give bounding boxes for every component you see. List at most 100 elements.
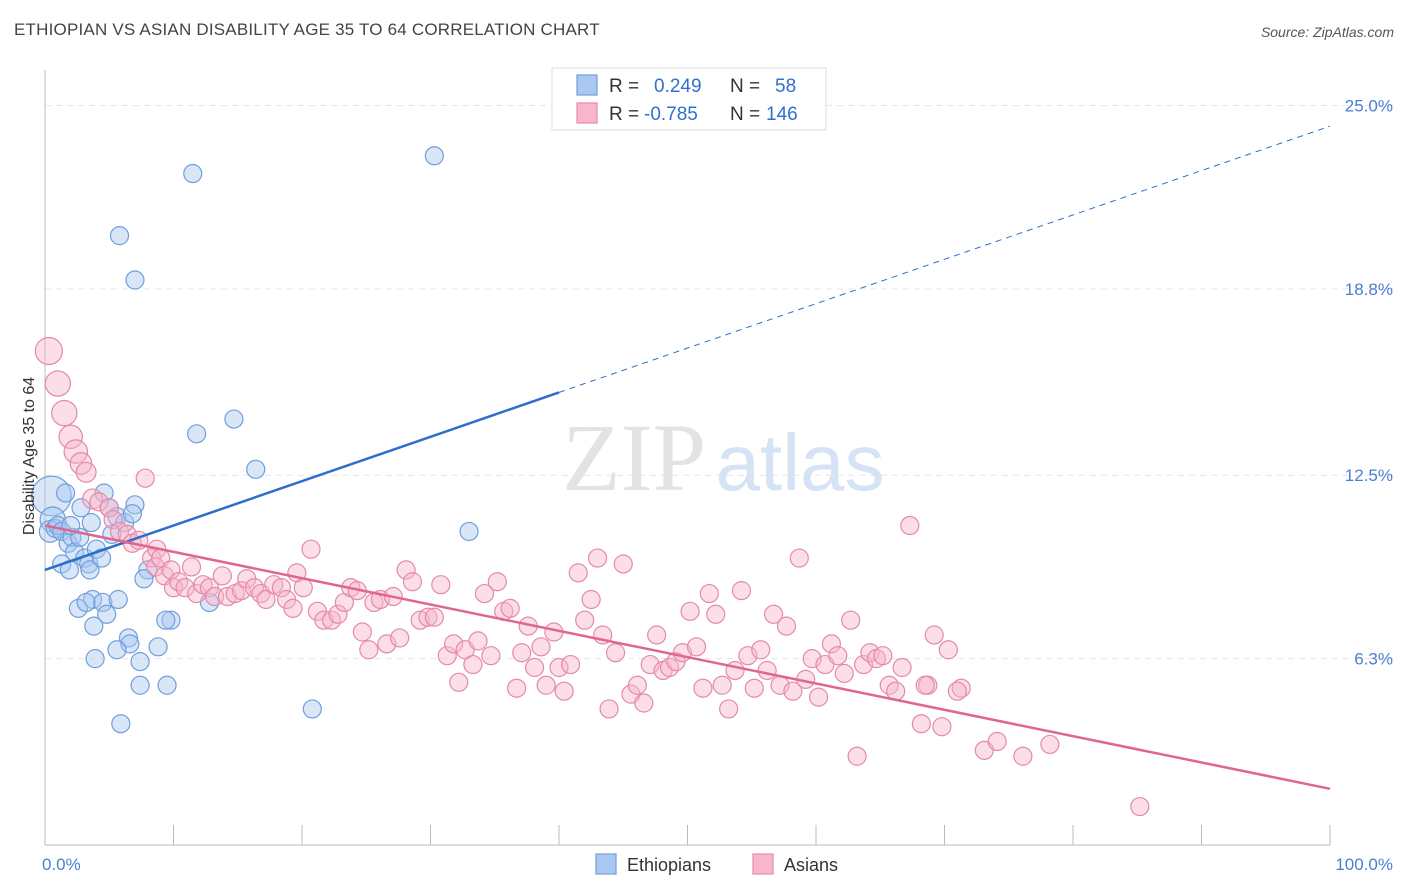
asian-point [731,581,752,601]
x-tick-label: 0.0% [42,855,81,874]
asian-point [776,616,797,636]
ethiopian-point [459,521,479,542]
ethiopian-point [64,542,85,562]
asian-point [680,601,700,621]
watermark-atlas: atlas [716,418,885,507]
legend-r-label: R = [609,104,639,125]
y-tick-label: 18.8% [1345,280,1393,299]
asian-point [828,646,848,666]
asian-point [1013,746,1033,766]
legend-n-value-ethiopians: 58 [775,76,796,97]
asian-point [437,646,457,666]
asian-point [744,678,764,698]
asian-point [396,560,416,580]
axes [44,70,1331,846]
ethiopian-point [55,483,76,503]
asian-point [613,554,633,574]
asian-point [58,424,83,450]
asian-point [1130,796,1150,817]
asian-point [900,515,920,536]
y-tick-label: 12.5% [1345,466,1393,485]
asian-point [264,575,284,595]
asian-point [924,625,944,645]
asian-point [359,640,379,660]
legend-n-label: N = [730,76,760,97]
ethiopian-point [134,569,154,589]
asian-point [757,660,777,681]
series-legend: Ethiopians Asians [595,853,838,875]
series-legend-ethiopians: Ethiopians [627,855,711,875]
asian-point [783,681,803,701]
ethiopian-point [302,699,322,719]
ethiopian-point [71,498,91,518]
legend-r-value-ethiopians: 0.249 [654,76,702,97]
asian-point [647,625,667,645]
asian-point [763,604,784,624]
asian-point [314,610,334,630]
asian-point [821,634,842,654]
asian-point [915,675,935,695]
legend-swatch-ethiopians [576,74,598,96]
ethiopian-point [125,270,145,290]
ethiopian-point [118,628,139,648]
asian-point [75,461,97,483]
asian-point [524,657,545,678]
asian-point [181,557,202,577]
asian-point [34,336,63,366]
asian-point [103,510,123,530]
asian-point [481,646,501,666]
ethiopian-point [85,649,105,669]
asian-point [938,640,958,660]
asian-point [911,714,931,734]
asian-point [487,572,507,592]
asian-point [581,589,601,610]
asian-point [410,610,430,630]
asian-point [163,578,184,598]
asian-point [51,399,78,427]
legend-n-label: N = [730,104,760,125]
asian-point [751,640,771,660]
asian-point [560,654,581,675]
asian-point [512,643,532,663]
ethiopian-point [68,598,89,618]
ethiopian-point [109,226,130,246]
ethiopians-trend-line [44,391,560,572]
asian-point [531,637,551,657]
asian-point [987,731,1007,752]
asian-point [99,498,119,518]
series-legend-swatch-asians [752,853,774,875]
asian-point [699,583,719,604]
asian-point [271,578,292,598]
ethiopian-point [224,409,244,429]
ethiopian-point [81,512,101,533]
ethiopians-trend-extension [558,125,1331,393]
asian-point [217,586,238,607]
asian-point [463,654,483,675]
asian-point [947,681,967,701]
ethiopian-point [97,604,117,624]
asian-point [627,675,647,695]
asian-point [536,675,556,695]
asian-point [847,746,867,766]
asian-point [444,634,464,654]
asian-point [474,583,495,604]
asian-point [506,678,527,698]
ethiopian-point [108,589,128,610]
asian-point [301,539,321,559]
x-tick-label: 100.0% [1335,855,1393,874]
asian-point [834,663,854,684]
asian-point [932,717,952,737]
asian-point [605,643,626,663]
asian-point [352,622,372,642]
asian-point [549,657,569,678]
asian-point [293,578,313,598]
ethiopian-point [122,504,142,524]
source-attribution: Source: ZipAtlas.com [1260,24,1394,40]
y-tick-label: 25.0% [1345,96,1393,115]
asian-point [44,370,72,397]
asian-point [693,678,713,698]
asian-point [328,604,348,624]
ethiopian-point [424,146,444,166]
asian-point [686,637,707,657]
asian-point [706,604,726,624]
